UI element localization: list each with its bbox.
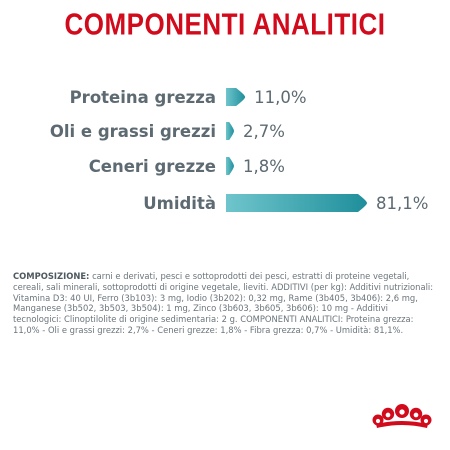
crown-lobe-dot [423,418,429,424]
crown-lobe-dot [385,412,391,418]
category-label: Proteina grezza [70,88,216,107]
page-title: COMPONENTI ANALITICI [64,6,386,42]
analytic-components-chart: Proteina grezza 11,0% Oli e grassi grezzi 2… [50,88,428,213]
royal-canin-crown-icon [372,404,432,428]
category-label: Ceneri grezze [89,157,216,176]
composition-heading: COMPOSIZIONE: [13,271,90,281]
bar [226,88,246,106]
value-label: 11,0% [254,88,306,107]
crown-base [376,421,428,428]
value-label: 2,7% [243,122,285,141]
composition-body: carni e derivati, pesci e sottoprodotti … [13,271,434,335]
crown-lobe-dot [399,409,405,415]
crown-lobe-dot [375,418,381,424]
bar [226,194,367,212]
category-label: Oli e grassi grezzi [50,122,216,141]
composition-text: COMPOSIZIONE: carni e derivati, pesci e … [13,271,437,336]
category-label: Umidità [143,194,216,213]
bar [226,157,234,175]
crown-lobe-dot [413,412,419,418]
value-label: 81,1% [376,194,428,213]
bar [226,122,234,140]
value-label: 1,8% [243,157,285,176]
